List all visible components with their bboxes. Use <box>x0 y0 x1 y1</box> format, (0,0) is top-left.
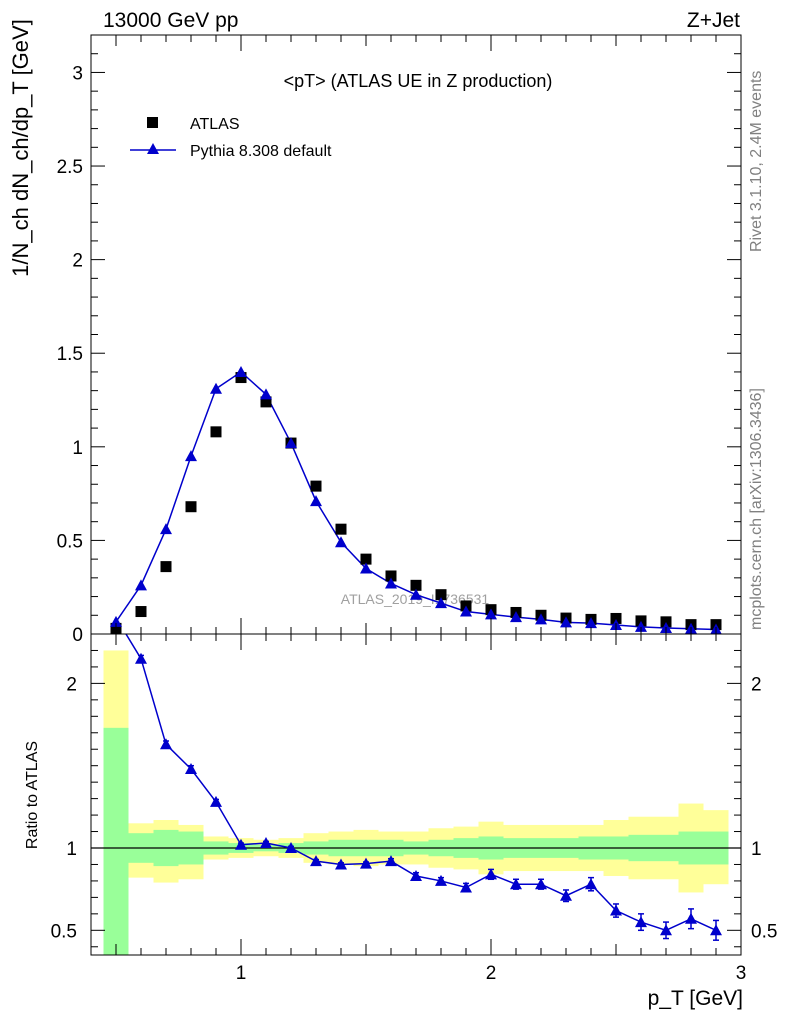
legend-marker-atlas <box>147 117 158 128</box>
ratio-point <box>585 878 597 890</box>
pythia-point <box>185 450 197 462</box>
ratio-point <box>135 652 147 664</box>
ratio-point <box>660 924 672 936</box>
atlas-point <box>160 561 172 573</box>
x-tick-label: 3 <box>736 963 747 984</box>
pythia-point <box>260 388 272 400</box>
atlas-point <box>385 570 397 582</box>
ratio-ylabel: Ratio to ATLAS <box>24 741 41 849</box>
atlas-point <box>185 501 197 513</box>
ratio-point <box>335 858 347 870</box>
atlas-point <box>260 396 272 408</box>
pythia-point <box>585 617 597 629</box>
ratio-point <box>460 881 472 893</box>
pythia-point <box>160 523 172 535</box>
legend-marker-pythia <box>147 143 159 154</box>
pythia-point <box>560 616 572 628</box>
legend-label-atlas: ATLAS <box>190 116 240 133</box>
pythia-point <box>360 562 372 574</box>
ratio-point <box>610 904 622 916</box>
main-y-tick-label: 3 <box>72 63 83 84</box>
ratio-y-tick-label-right: 1 <box>751 839 762 860</box>
ratio-point <box>535 878 547 890</box>
atlas-point <box>360 553 372 565</box>
pythia-point <box>310 495 322 507</box>
pythia-point <box>335 536 347 548</box>
main-y-tick-label: 2.5 <box>57 157 83 178</box>
ratio-point <box>210 795 222 807</box>
ratio-point <box>435 874 447 886</box>
ratio-series-group <box>125 634 722 941</box>
atlas-point <box>335 523 347 535</box>
ratio-series-line <box>125 634 717 932</box>
atlas-point <box>135 606 147 618</box>
pythia-point <box>210 382 222 394</box>
pythia-point <box>110 615 122 627</box>
atlas-point <box>310 480 322 492</box>
pythia-point <box>135 579 147 591</box>
atlas-point <box>435 589 447 601</box>
x-axis-label: p_T [GeV] <box>648 987 743 1010</box>
atlas-point <box>210 426 222 438</box>
x-tick-label: 1 <box>236 963 247 984</box>
ratio-point <box>160 738 172 750</box>
main-y-tick-label: 0 <box>72 625 83 646</box>
main-y-tick-label: 2 <box>72 251 83 272</box>
main-y-tick-label: 1.5 <box>57 344 83 365</box>
legend-label-pythia: Pythia 8.308 default <box>190 143 332 160</box>
main-title: <pT> (ATLAS UE in Z production) <box>284 71 553 91</box>
header-right: Z+Jet <box>687 9 740 32</box>
main-ylabel: 1/N_ch dN_ch/dp_T [GeV] <box>8 19 33 277</box>
main-y-tick-label: 1 <box>72 438 83 459</box>
ratio-point <box>285 842 297 853</box>
atlas-point <box>610 612 622 624</box>
ratio-point <box>485 868 497 880</box>
ratio-point <box>385 855 397 867</box>
ratio-point <box>560 889 572 901</box>
pythia-point <box>410 588 422 600</box>
mcplots-label: mcplots.cern.ch [arXiv:1306.3436] <box>748 388 765 630</box>
pythia-point <box>460 605 472 617</box>
pythia-point <box>510 611 522 623</box>
ratio-point <box>310 855 322 867</box>
pythia-point <box>635 620 647 632</box>
atlas-point <box>410 579 422 591</box>
x-tick-label: 2 <box>486 963 497 984</box>
stat-band <box>103 727 129 955</box>
pythia-point <box>285 437 297 449</box>
ratio-y-tick-label-right: 2 <box>751 674 762 695</box>
header-left: 13000 GeV pp <box>103 9 238 32</box>
ratio-frame <box>90 633 742 956</box>
atlas-point <box>235 372 247 384</box>
ratio-y-tick-label-right: 0.5 <box>751 921 777 942</box>
ratio-point <box>360 857 372 869</box>
ratio-point <box>185 762 197 774</box>
pythia-point <box>435 597 447 609</box>
pythia-point <box>535 613 547 625</box>
ratio-point <box>235 838 247 850</box>
pythia-point <box>485 608 497 620</box>
atlas-point <box>660 616 672 628</box>
main-frame <box>90 34 742 635</box>
ratio-point <box>410 869 422 881</box>
ratio-point <box>635 916 647 928</box>
main-y-tick-label: 0.5 <box>57 531 83 552</box>
ratio-y-tick-label: 0.5 <box>51 921 77 942</box>
ratio-point <box>710 924 722 936</box>
ratio-y-tick-label: 2 <box>66 674 77 695</box>
legend: ATLAS Pythia 8.308 default <box>130 116 332 160</box>
pythia-point <box>385 577 397 589</box>
pythia-point <box>235 365 247 377</box>
ratio-point <box>260 837 272 849</box>
ratio-point <box>510 878 522 890</box>
rivet-label: Rivet 3.1.10, 2.4M events <box>748 71 765 252</box>
ratio-y-tick-label: 1 <box>66 839 77 860</box>
ratio-point <box>685 912 697 924</box>
